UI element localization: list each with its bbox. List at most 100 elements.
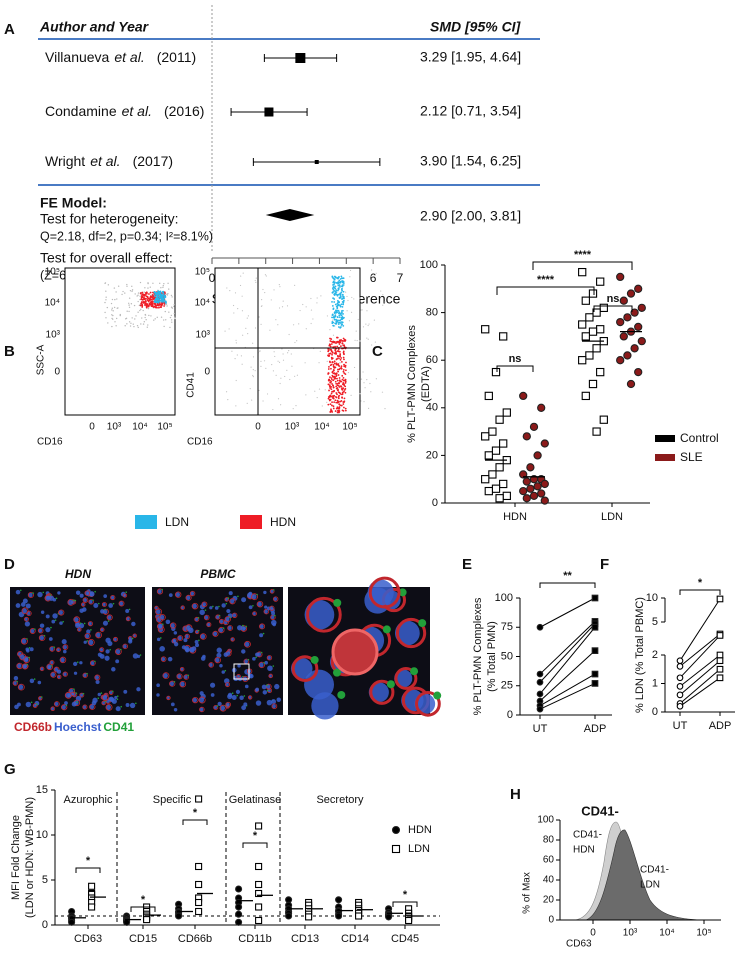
event-dot bbox=[235, 379, 237, 382]
panel-label: D bbox=[4, 556, 15, 573]
cd66b-ring bbox=[90, 660, 96, 666]
event-dot bbox=[338, 279, 341, 282]
event-dot bbox=[329, 376, 331, 379]
nucleus bbox=[263, 609, 268, 614]
event-dot bbox=[341, 340, 343, 342]
cd66b-ring bbox=[157, 623, 164, 630]
data-point bbox=[592, 344, 601, 353]
data-point bbox=[676, 682, 684, 690]
nucleus bbox=[82, 597, 88, 603]
platelet bbox=[72, 599, 75, 601]
event-dot bbox=[310, 322, 312, 325]
effect-marker bbox=[295, 53, 306, 63]
x-tick-label: UT bbox=[533, 723, 548, 735]
y-tick-label: 20 bbox=[426, 449, 438, 461]
nucleus bbox=[53, 667, 59, 672]
event-dot bbox=[146, 298, 149, 301]
event-dot bbox=[339, 278, 342, 280]
nucleus bbox=[92, 697, 98, 704]
nucleus bbox=[128, 638, 133, 642]
event-dot bbox=[279, 382, 281, 385]
nucleus bbox=[273, 596, 278, 602]
event-dot bbox=[169, 316, 172, 319]
data-point bbox=[599, 415, 608, 424]
event-dot bbox=[331, 291, 334, 294]
event-dot bbox=[287, 352, 289, 354]
data-point bbox=[591, 680, 599, 687]
y-axis-label: CD41 bbox=[186, 372, 197, 398]
event-dot bbox=[104, 301, 106, 304]
cd66b-ring bbox=[252, 611, 257, 616]
event-dot bbox=[165, 301, 167, 304]
event-dot bbox=[332, 277, 335, 280]
cd66b-ring bbox=[61, 704, 68, 711]
event-dot bbox=[340, 288, 343, 291]
event-dot bbox=[331, 305, 334, 307]
data-point bbox=[578, 356, 587, 365]
y-tick-label: 100 bbox=[495, 592, 513, 604]
event-dot bbox=[327, 403, 330, 406]
event-dot bbox=[341, 285, 344, 288]
event-dot bbox=[291, 365, 293, 367]
x-tick-label: 10⁵ bbox=[342, 422, 357, 433]
platelet bbox=[109, 648, 111, 651]
event-dot bbox=[332, 384, 334, 387]
event-dot bbox=[339, 339, 342, 342]
event-dot bbox=[225, 391, 228, 393]
cd66b-ring bbox=[177, 635, 184, 641]
nucleus bbox=[156, 589, 162, 594]
event-dot bbox=[133, 304, 136, 307]
event-dot bbox=[339, 295, 342, 298]
data-point bbox=[385, 913, 393, 921]
event-dot bbox=[150, 315, 152, 317]
significance-bracket bbox=[130, 906, 156, 912]
nucleus bbox=[39, 623, 45, 628]
nucleus bbox=[156, 637, 161, 642]
event-dot bbox=[113, 287, 116, 289]
data-point bbox=[591, 670, 599, 678]
data-point bbox=[522, 494, 531, 503]
event-dot bbox=[334, 285, 337, 288]
nucleus bbox=[136, 687, 141, 692]
cd66b-ring bbox=[169, 680, 176, 687]
event-dot bbox=[341, 309, 344, 312]
event-dot bbox=[147, 300, 150, 303]
event-dot bbox=[124, 292, 126, 294]
value-label: 3.90 [1.54, 6.25] bbox=[420, 153, 521, 169]
event-dot bbox=[171, 321, 173, 323]
event-dot bbox=[153, 295, 156, 297]
data-point bbox=[143, 916, 151, 924]
event-dot bbox=[272, 408, 274, 411]
study-name: Condamine et al. (2016) bbox=[45, 103, 204, 119]
event-dot bbox=[146, 304, 149, 306]
event-dot bbox=[338, 316, 341, 319]
event-dot bbox=[335, 407, 338, 410]
event-dot bbox=[261, 305, 263, 307]
nucleus bbox=[271, 699, 277, 705]
event-dot bbox=[360, 309, 362, 311]
event-dot bbox=[340, 314, 343, 317]
event-dot bbox=[111, 298, 114, 301]
event-dot bbox=[146, 326, 149, 328]
nucleus bbox=[99, 654, 105, 659]
event-dot bbox=[161, 295, 164, 298]
event-dot bbox=[110, 302, 113, 305]
platelet bbox=[263, 662, 265, 664]
nucleus bbox=[231, 613, 237, 618]
event-dot bbox=[345, 369, 347, 372]
event-dot bbox=[137, 326, 139, 329]
nucleus bbox=[229, 598, 235, 604]
et-al: et al. bbox=[122, 103, 152, 119]
event-dot bbox=[167, 282, 169, 285]
platelet bbox=[161, 623, 164, 626]
legend-label: LDN bbox=[408, 843, 430, 855]
platelet bbox=[75, 692, 78, 694]
event-dot bbox=[339, 385, 342, 388]
x-tick-label: 10⁵ bbox=[696, 928, 711, 939]
event-dot bbox=[363, 382, 365, 384]
event-dot bbox=[275, 374, 277, 376]
event-dot bbox=[333, 375, 336, 378]
event-dot bbox=[111, 309, 113, 311]
platelet bbox=[28, 656, 30, 659]
event-dot bbox=[292, 408, 294, 410]
